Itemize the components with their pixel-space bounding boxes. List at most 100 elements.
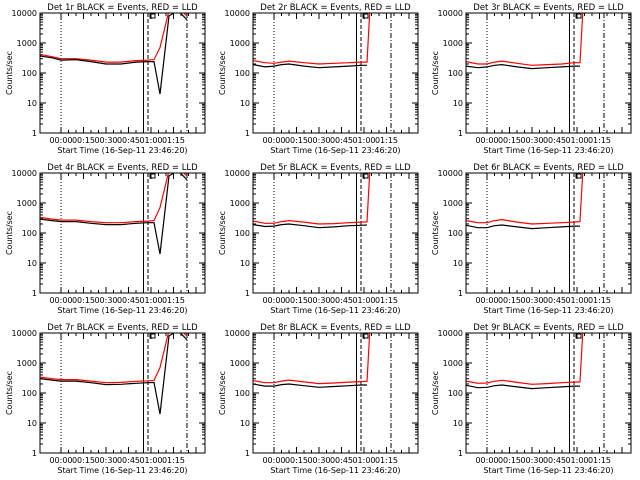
x-axis-label: Start Time (16-Sep-11 23:46:20) [483,466,613,475]
x-tick-label: 01:15 [162,456,185,465]
marker-box [362,333,369,339]
x-axis-label: Start Time (16-Sep-11 23:46:20) [57,146,187,155]
y-tick-label: 1 [458,129,463,138]
y-tick-label: 10 [240,99,250,108]
y-tick-label: 1 [458,289,463,298]
y-tick-label: 1000 [443,39,463,48]
x-tick-label: 00:15 [285,296,308,305]
chart-panel-7: Det 7r BLACK = Events, RED = LLD 1 10 100 10… [5,323,206,475]
x-tick-label: 00:45 [543,296,566,305]
y-tick-label: 10000 [438,329,463,338]
chart-title: Det 4r BLACK = Events, RED = LLD [47,163,198,173]
x-tick-label: 00:00 [49,296,72,305]
x-tick-label: 00:45 [117,136,140,145]
x-tick-label: 00:00 [262,136,285,145]
y-tick-label: 10000 [225,169,250,178]
marker-box [362,173,369,179]
y-tick-label: 1 [245,129,250,138]
x-axis-label: Start Time (16-Sep-11 23:46:20) [270,306,400,315]
x-axis-label: Start Time (16-Sep-11 23:46:20) [57,306,187,315]
x-tick-label: 01:00 [139,296,162,305]
chart-title: Det 5r BLACK = Events, RED = LLD [260,163,411,173]
x-tick-label: 00:00 [475,296,498,305]
marker-box [149,173,156,179]
series-line-lld [40,173,188,224]
x-tick-label: 01:00 [565,296,588,305]
series-line-events [466,224,580,230]
x-tick-label: 00:30 [520,136,543,145]
series-line-events [40,173,188,255]
x-tick-label: 01:00 [565,456,588,465]
chart-title: Det 1r BLACK = Events, RED = LLD [47,3,198,13]
x-tick-label: 01:00 [139,456,162,465]
x-tick-label: 01:15 [588,456,611,465]
chart-panel-6: Det 6r BLACK = Events, RED = LLD 1 10 100 10… [431,163,632,315]
x-axis-label: Start Time (16-Sep-11 23:46:20) [57,466,187,475]
series-line-events [253,63,367,69]
series-line-lld [40,13,188,63]
x-tick-label: 00:15 [72,296,95,305]
y-tick-label: 100 [235,229,250,238]
chart-panel-5: Det 5r BLACK = Events, RED = LLD 1 10 100 10… [218,163,419,315]
x-tick-label: 00:15 [498,456,521,465]
y-tick-label: 100 [22,389,37,398]
chart-panel-4: Det 4r BLACK = Events, RED = LLD 1 10 100 10… [5,163,206,315]
series-line-lld [253,173,371,225]
x-tick-label: 01:15 [375,296,398,305]
x-tick-label: 00:30 [94,136,117,145]
y-tick-label: 1 [32,129,37,138]
x-tick-label: 00:00 [475,136,498,145]
x-tick-label: 01:00 [139,136,162,145]
chart-title: Det 7r BLACK = Events, RED = LLD [47,323,198,333]
x-tick-label: 00:15 [72,456,95,465]
series-line-lld [253,333,371,385]
x-tick-label: 01:00 [352,136,375,145]
x-tick-label: 00:00 [49,136,72,145]
x-tick-label: 00:15 [498,296,521,305]
plot-frame [39,332,206,454]
x-tick-label: 01:15 [588,296,611,305]
x-tick-label: 00:00 [262,456,285,465]
y-tick-label: 1000 [230,39,250,48]
y-axis-label: Counts/sec [218,371,227,415]
x-tick-label: 00:45 [543,136,566,145]
x-tick-label: 01:00 [352,296,375,305]
series-line-lld [466,333,584,385]
chart-title: Det 2r BLACK = Events, RED = LLD [260,3,411,13]
plot-frame [465,332,632,454]
y-tick-label: 10 [453,99,463,108]
y-tick-label: 1000 [443,359,463,368]
y-tick-label: 1 [245,449,250,458]
chart-panel-2: Det 2r BLACK = Events, RED = LLD 1 10 100 10… [218,3,419,155]
y-axis-label: Counts/sec [218,211,227,255]
y-tick-label: 10 [27,419,37,428]
y-tick-label: 100 [448,69,463,78]
y-tick-label: 1000 [17,199,37,208]
y-axis-label: Counts/sec [5,51,14,95]
series-line-lld [466,13,584,66]
chart-title: Det 8r BLACK = Events, RED = LLD [260,323,411,333]
x-tick-label: 00:30 [94,296,117,305]
x-tick-label: 00:30 [520,296,543,305]
x-tick-label: 00:00 [262,296,285,305]
x-tick-label: 00:45 [330,136,353,145]
marker-box [575,333,582,339]
y-axis-label: Counts/sec [5,371,14,415]
y-axis-label: Counts/sec [431,371,440,415]
plot-frame [39,12,206,134]
x-tick-label: 00:45 [330,456,353,465]
series-line-events [253,223,368,229]
x-axis-label: Start Time (16-Sep-11 23:46:20) [270,466,400,475]
chart-title: Det 9r BLACK = Events, RED = LLD [473,323,624,333]
marker-box [149,333,156,339]
x-tick-label: 01:15 [162,296,185,305]
x-tick-label: 00:30 [307,136,330,145]
y-tick-label: 1 [245,289,250,298]
y-tick-label: 100 [448,389,463,398]
y-tick-label: 10000 [438,9,463,18]
series-line-events [466,384,580,390]
y-tick-label: 1000 [230,359,250,368]
y-tick-label: 10 [27,259,37,268]
x-tick-label: 00:15 [72,136,95,145]
